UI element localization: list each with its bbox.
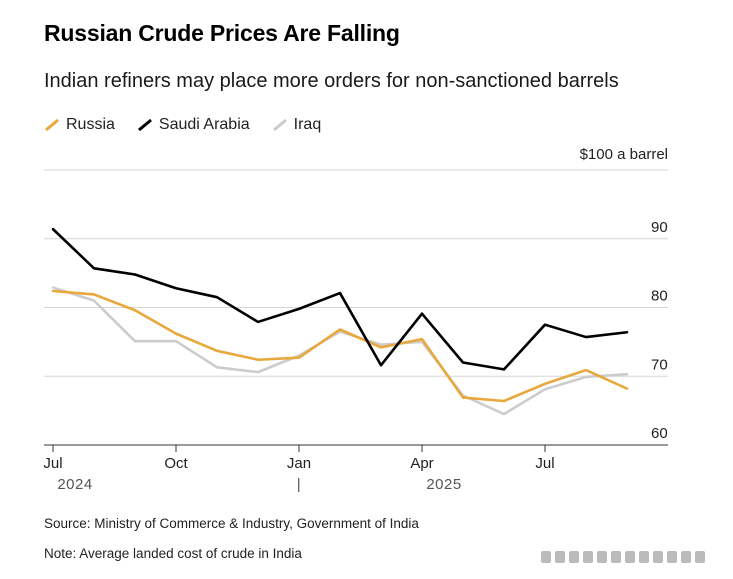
series-line-iraq xyxy=(51,286,629,416)
x-tick-label: Jul xyxy=(43,455,62,472)
watermark-logo xyxy=(539,547,719,567)
y-unit-label: $100 a barrel xyxy=(579,146,668,163)
source-note: Source: Ministry of Commerce & Industry,… xyxy=(44,516,419,531)
legend-item-russia: Russia xyxy=(44,116,115,134)
chart-subtitle: Indian refiners may place more orders fo… xyxy=(44,70,619,92)
legend-item-iraq: Iraq xyxy=(272,116,322,134)
x-year-label: | xyxy=(297,476,301,493)
x-year-label: 2025 xyxy=(426,476,461,493)
y-tick-label: 60 xyxy=(651,425,668,442)
series-line-saudi-arabia xyxy=(51,227,629,371)
watermark-glyphs-icon xyxy=(541,551,705,563)
y-tick-label: 70 xyxy=(651,356,668,373)
series-line-russia xyxy=(51,289,629,403)
footnote: Note: Average landed cost of crude in In… xyxy=(44,546,302,561)
legend-swatch-saudi-arabia xyxy=(137,118,152,132)
legend: Russia Saudi Arabia Iraq xyxy=(44,116,343,134)
legend-swatch-line xyxy=(45,118,59,132)
x-tick-label: Jul xyxy=(535,455,554,472)
chart-title: Russian Crude Prices Are Falling xyxy=(44,20,400,46)
legend-item-saudi-arabia: Saudi Arabia xyxy=(137,116,250,134)
legend-swatch-line xyxy=(272,118,287,132)
y-tick-label: 90 xyxy=(651,219,668,236)
legend-swatch-line xyxy=(137,118,152,132)
legend-label-iraq: Iraq xyxy=(293,116,322,133)
line-chart: 60 70 80 90 Jul 2024 Oct Jan | Apr 2025 Jul xyxy=(43,169,668,493)
x-tick-label: Jan xyxy=(287,455,311,472)
x-year-label: 2024 xyxy=(57,476,92,493)
y-tick-label: 80 xyxy=(651,288,668,305)
legend-swatch-russia xyxy=(45,118,59,132)
x-tick-label: Apr xyxy=(410,455,433,472)
x-tick-label: Oct xyxy=(164,455,188,472)
legend-label-saudi-arabia: Saudi Arabia xyxy=(158,116,250,133)
legend-swatch-iraq xyxy=(272,118,287,132)
legend-label-russia: Russia xyxy=(66,116,115,133)
